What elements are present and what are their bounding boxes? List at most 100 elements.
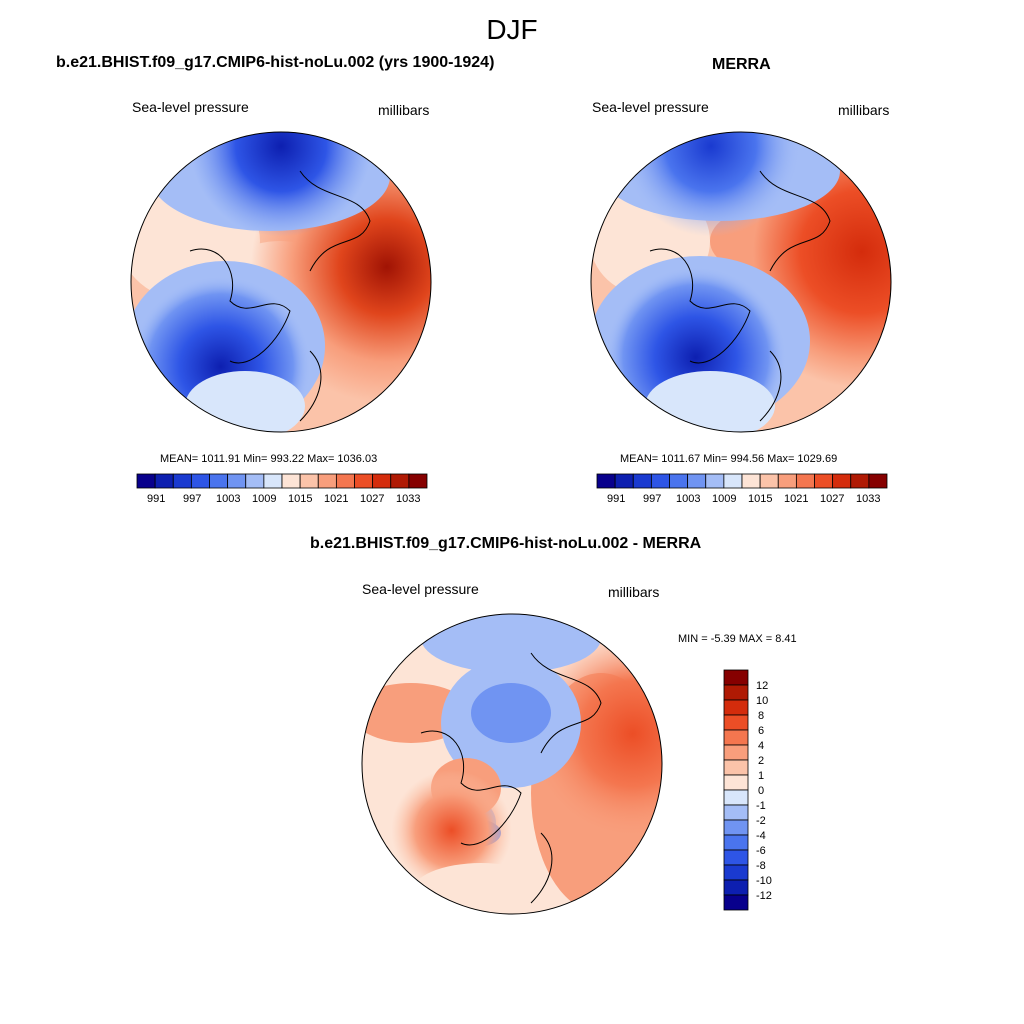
colorbar-swatch (317, 473, 337, 489)
panel3-left-label: Sea-level pressure (362, 581, 479, 597)
cb1-tick-0: 991 (147, 493, 166, 505)
cb3-tick-10: -4 (756, 830, 766, 842)
colorbar-swatch (723, 834, 749, 851)
colorbar-swatch (172, 473, 192, 489)
panel2-title: MERRA (712, 56, 771, 73)
colorbar-swatch (868, 473, 888, 489)
colorbar-swatch (850, 473, 870, 489)
colorbar-swatch (723, 744, 749, 761)
panel2-stats: MEAN= 1011.67 Min= 994.56 Max= 1029.69 (620, 453, 838, 465)
panel2-colorbar-labels: 991 997 1003 1009 1015 1021 1027 1033 (596, 493, 888, 507)
panel1-map (130, 131, 432, 433)
panel2-left-label: Sea-level pressure (592, 99, 709, 115)
colorbar-swatch (614, 473, 634, 489)
colorbar-swatch (723, 879, 749, 896)
panel3-stats: MIN = -5.39 MAX = 8.41 (678, 633, 797, 645)
colorbar-swatch (723, 759, 749, 776)
colorbar-swatch (209, 473, 229, 489)
colorbar-swatch (299, 473, 319, 489)
cb2-tick-2: 1003 (676, 493, 701, 505)
panel1-left-label: Sea-level pressure (132, 99, 249, 115)
colorbar-swatch (687, 473, 707, 489)
colorbar-swatch (190, 473, 210, 489)
cb3-tick-13: -10 (756, 875, 772, 887)
colorbar-swatch (669, 473, 689, 489)
colorbar-swatch (390, 473, 410, 489)
cb2-tick-0: 991 (607, 493, 626, 505)
colorbar-swatch (777, 473, 797, 489)
colorbar-swatch (632, 473, 652, 489)
cb2-tick-6: 1027 (820, 493, 845, 505)
cb2-tick-5: 1021 (784, 493, 809, 505)
cb2-tick-1: 997 (643, 493, 662, 505)
colorbar-swatch (723, 819, 749, 836)
cb3-tick-14: -12 (756, 890, 772, 902)
colorbar-swatch (650, 473, 670, 489)
colorbar-swatch (408, 473, 428, 489)
colorbar-swatch (245, 473, 265, 489)
cb1-tick-4: 1015 (288, 493, 313, 505)
cb2-tick-4: 1015 (748, 493, 773, 505)
panel3-title: b.e21.BHIST.f09_g17.CMIP6-hist-noLu.002 … (310, 535, 702, 552)
cb1-tick-1: 997 (183, 493, 202, 505)
cb3-tick-11: -6 (756, 845, 766, 857)
cb2-tick-3: 1009 (712, 493, 737, 505)
panel1-title: b.e21.BHIST.f09_g17.CMIP6-hist-noLu.002 … (56, 54, 495, 71)
cb3-tick-7: 0 (758, 785, 765, 797)
panel1-units-label: millibars (378, 102, 430, 118)
colorbar-swatch (723, 669, 749, 686)
cb3-tick-1: 10 (756, 695, 769, 707)
cb3-tick-3: 6 (758, 725, 765, 737)
figure-title: DJF (486, 14, 538, 45)
colorbar-swatch (723, 864, 749, 881)
colorbar-swatch (723, 849, 749, 866)
panel1-colorbar-labels: 991 997 1003 1009 1015 1021 1027 1033 (136, 493, 428, 507)
colorbar-swatch (263, 473, 283, 489)
colorbar-swatch (741, 473, 761, 489)
panel1-colorbar (136, 473, 428, 489)
colorbar-swatch (759, 473, 779, 489)
panel3-units-label: millibars (608, 584, 660, 600)
colorbar-swatch (335, 473, 355, 489)
panel3-colorbar (723, 669, 749, 911)
cb1-tick-2: 1003 (216, 493, 241, 505)
colorbar-swatch (596, 473, 616, 489)
colorbar-swatch (136, 473, 156, 489)
colorbar-swatch (723, 774, 749, 791)
panel1-stats: MEAN= 1011.91 Min= 993.22 Max= 1036.03 (160, 453, 378, 465)
colorbar-swatch (281, 473, 301, 489)
colorbar-swatch (723, 699, 749, 716)
panel3-map (361, 613, 663, 915)
panel2-map (590, 131, 892, 433)
colorbar-swatch (723, 729, 749, 746)
panel2-units-label: millibars (838, 102, 890, 118)
cb1-tick-5: 1021 (324, 493, 349, 505)
cb1-tick-3: 1009 (252, 493, 277, 505)
colorbar-swatch (372, 473, 392, 489)
cb3-tick-6: 1 (758, 770, 765, 782)
colorbar-swatch (723, 804, 749, 821)
panel3-colorbar-labels: 12 10 8 6 4 2 1 0 -1 -2 -4 -6 -8 -10 -12 (756, 676, 796, 916)
colorbar-swatch (723, 473, 743, 489)
colorbar-swatch (723, 684, 749, 701)
colorbar-swatch (723, 789, 749, 806)
cb3-tick-9: -2 (756, 815, 766, 827)
colorbar-swatch (354, 473, 374, 489)
cb2-tick-7: 1033 (856, 493, 881, 505)
colorbar-swatch (227, 473, 247, 489)
colorbar-swatch (795, 473, 815, 489)
cb3-tick-5: 2 (758, 755, 765, 767)
colorbar-swatch (814, 473, 834, 489)
colorbar-swatch (723, 894, 749, 911)
colorbar-swatch (832, 473, 852, 489)
panel2-colorbar (596, 473, 888, 489)
cb3-tick-4: 4 (758, 740, 765, 752)
cb1-tick-7: 1033 (396, 493, 421, 505)
cb3-tick-12: -8 (756, 860, 766, 872)
colorbar-swatch (154, 473, 174, 489)
cb3-tick-2: 8 (758, 710, 765, 722)
cb1-tick-6: 1027 (360, 493, 385, 505)
colorbar-swatch (723, 714, 749, 731)
colorbar-swatch (705, 473, 725, 489)
cb3-tick-0: 12 (756, 680, 769, 692)
